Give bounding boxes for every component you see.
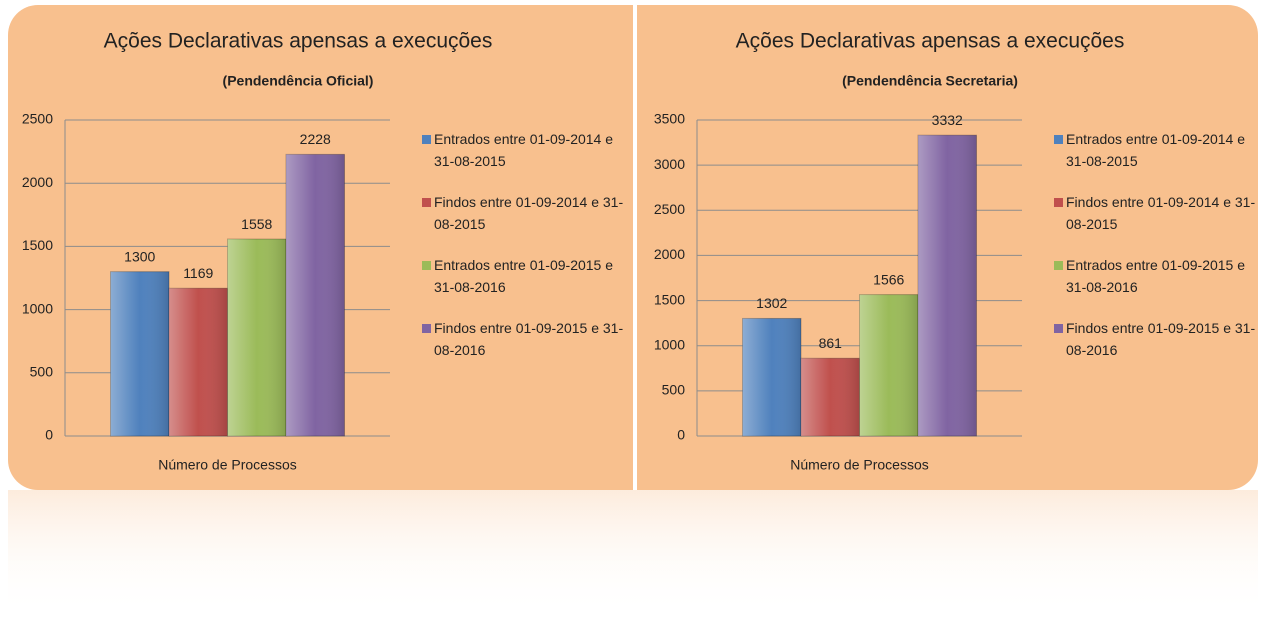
y-tick-label: 2500 bbox=[654, 201, 685, 217]
y-tick-label: 500 bbox=[30, 364, 54, 380]
bar-shine bbox=[742, 318, 801, 436]
chart-title: Ações Declarativas apensas a execuções bbox=[736, 30, 1125, 53]
legend-label: Findos entre 01-09-2014 e 31-08-2015 bbox=[1066, 194, 1256, 232]
legend-item: Findos entre 01-09-2014 e 31-08-2015 bbox=[1066, 194, 1256, 232]
bar-shine bbox=[801, 358, 860, 436]
y-tick-label: 2000 bbox=[654, 246, 685, 262]
data-label: 1169 bbox=[183, 265, 213, 281]
reflection bbox=[8, 490, 1258, 615]
legend-swatch bbox=[1054, 135, 1063, 144]
data-label: 1302 bbox=[756, 295, 787, 311]
bar-shine bbox=[859, 294, 918, 436]
y-tick-label: 3500 bbox=[654, 111, 685, 127]
legend-item: Entrados entre 01-09-2015 e 31-08-2016 bbox=[434, 257, 614, 295]
chart-subtitle: (Pendendência Oficial) bbox=[223, 73, 374, 89]
x-tick-label: Número de Processos bbox=[158, 457, 297, 473]
y-tick-label: 1500 bbox=[22, 237, 53, 253]
legend-item: Findos entre 01-09-2014 e 31-08-2015 bbox=[434, 194, 624, 232]
legend-label: Entrados entre 01-09-2014 e 31-08-2015 bbox=[434, 131, 614, 169]
y-tick-label: 0 bbox=[45, 427, 53, 443]
legend-swatch bbox=[422, 135, 431, 144]
bar-shine bbox=[169, 288, 228, 436]
data-label: 861 bbox=[819, 335, 843, 351]
bar-shine bbox=[227, 239, 286, 436]
legend-swatch bbox=[1054, 261, 1063, 270]
legend-item: Entrados entre 01-09-2014 e 31-08-2015 bbox=[1066, 131, 1246, 169]
data-label: 1566 bbox=[873, 271, 904, 287]
legend-item: Entrados entre 01-09-2015 e 31-08-2016 bbox=[1066, 257, 1246, 295]
legend-label: Entrados entre 01-09-2014 e 31-08-2015 bbox=[1066, 131, 1246, 169]
legend-swatch bbox=[422, 324, 431, 333]
y-tick-label: 0 bbox=[677, 427, 685, 443]
legend-item: Findos entre 01-09-2015 e 31-08-2016 bbox=[1066, 320, 1256, 358]
legend-label: Findos entre 01-09-2014 e 31-08-2015 bbox=[434, 194, 624, 232]
legend-item: Findos entre 01-09-2015 e 31-08-2016 bbox=[434, 320, 624, 358]
y-tick-label: 1000 bbox=[654, 336, 685, 352]
chart-title: Ações Declarativas apensas a execuções bbox=[104, 30, 493, 53]
y-tick-label: 500 bbox=[662, 382, 686, 398]
legend-swatch bbox=[422, 261, 431, 270]
chart: Ações Declarativas apensas a execuções (P… bbox=[654, 30, 1256, 473]
data-label: 1300 bbox=[124, 248, 155, 264]
chart: Ações Declarativas apensas a execuções (P… bbox=[22, 30, 624, 473]
legend-swatch bbox=[422, 198, 431, 207]
data-label: 2228 bbox=[300, 131, 331, 147]
y-tick-label: 3000 bbox=[654, 156, 685, 172]
y-tick-label: 2500 bbox=[22, 111, 53, 127]
bar-shine bbox=[918, 135, 977, 436]
x-tick-label: Número de Processos bbox=[790, 457, 929, 473]
legend-label: Findos entre 01-09-2015 e 31-08-2016 bbox=[434, 320, 624, 358]
chart-subtitle: (Pendendência Secretaria) bbox=[842, 73, 1018, 89]
legend-label: Entrados entre 01-09-2015 e 31-08-2016 bbox=[1066, 257, 1246, 295]
y-tick-label: 2000 bbox=[22, 174, 53, 190]
y-tick-label: 1000 bbox=[22, 300, 53, 316]
data-label: 3332 bbox=[932, 112, 963, 128]
bar-shine bbox=[110, 271, 169, 436]
y-tick-label: 1500 bbox=[654, 291, 685, 307]
legend-swatch bbox=[1054, 324, 1063, 333]
legend-swatch bbox=[1054, 198, 1063, 207]
legend-label: Findos entre 01-09-2015 e 31-08-2016 bbox=[1066, 320, 1256, 358]
data-label: 1558 bbox=[241, 216, 272, 232]
legend-item: Entrados entre 01-09-2014 e 31-08-2015 bbox=[434, 131, 614, 169]
legend-label: Entrados entre 01-09-2015 e 31-08-2016 bbox=[434, 257, 614, 295]
bar-shine bbox=[286, 154, 345, 436]
